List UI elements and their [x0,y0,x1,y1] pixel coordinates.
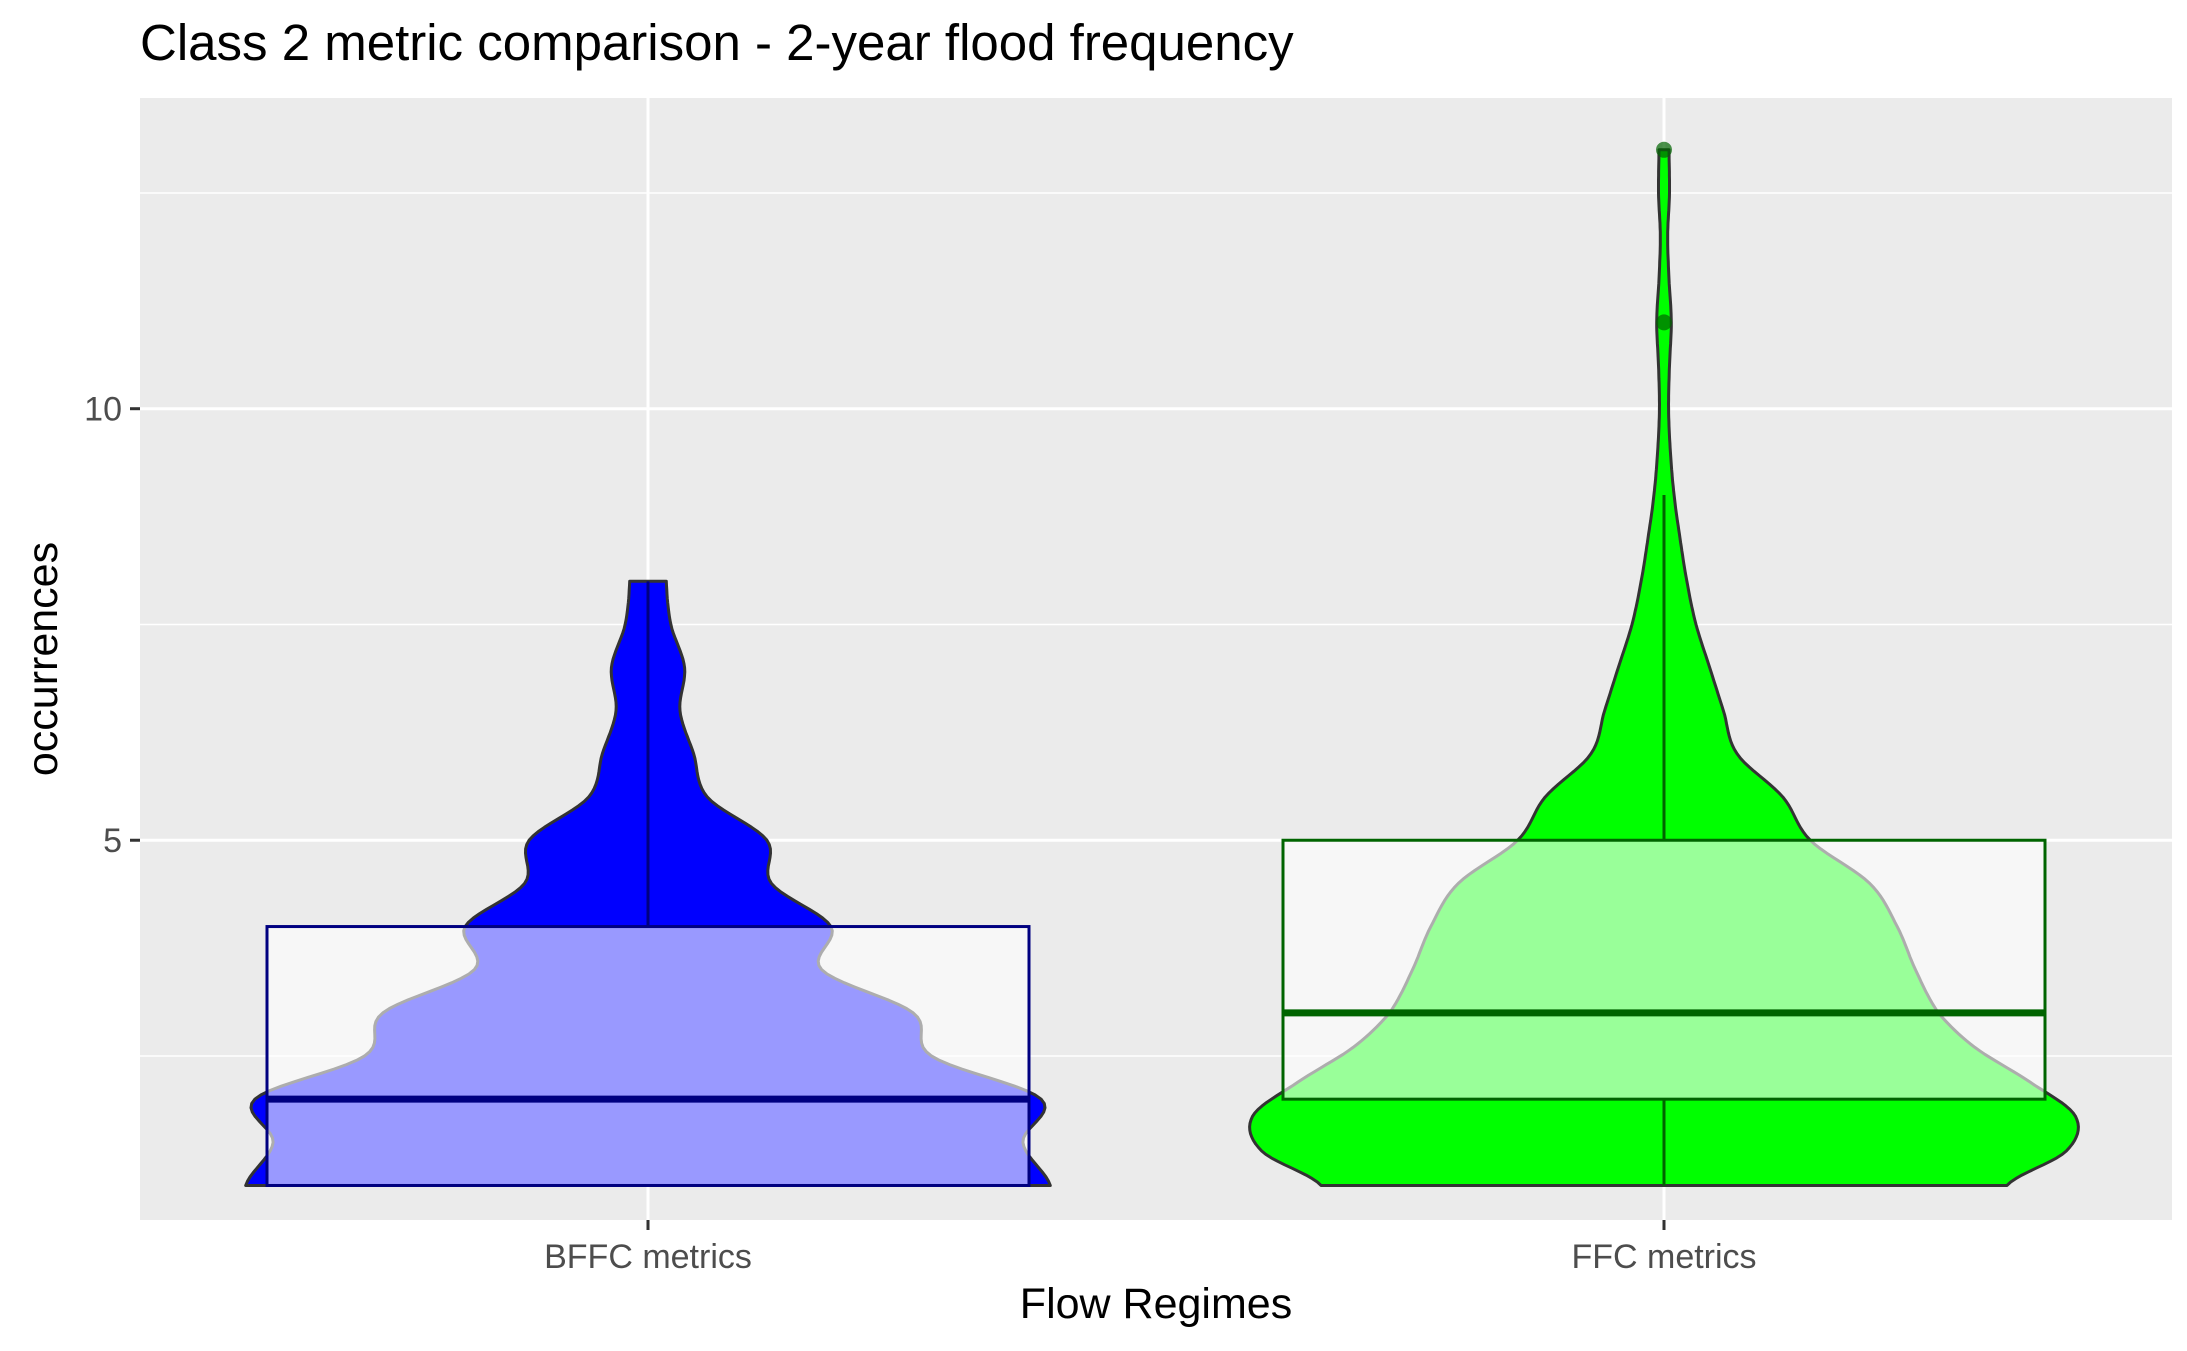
box-1 [265,925,1031,1187]
x-tick-label: BFFC metrics [544,1238,752,1276]
boxplots [265,495,2047,1187]
box-2 [1281,838,2047,1101]
x-axis-title: Flow Regimes [1020,1280,1292,1328]
chart-title: Class 2 metric comparison - 2-year flood… [140,14,1294,71]
x-axis: BFFC metrics FFC metrics [544,1220,1757,1276]
y-tick-label: 5 [103,822,122,860]
outlier-point [1656,314,1672,331]
outlier-point [1656,141,1672,158]
x-tick-label: FFC metrics [1571,1238,1756,1276]
y-axis: 5 10 [84,391,140,860]
outlier-points [1656,141,1672,331]
y-axis-title: occurrences [19,542,67,776]
y-tick-label: 10 [84,391,122,429]
